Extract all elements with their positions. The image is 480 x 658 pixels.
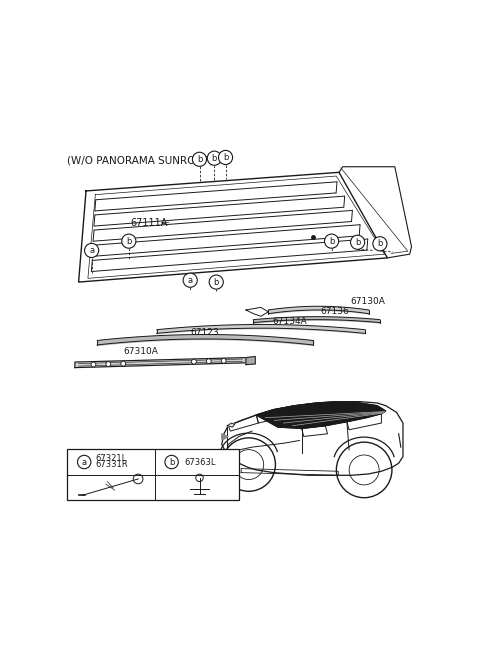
Text: b: b — [355, 238, 360, 247]
Text: a: a — [82, 457, 87, 467]
Text: 67136: 67136 — [321, 307, 349, 316]
Circle shape — [206, 359, 211, 364]
Text: b: b — [197, 155, 202, 164]
Circle shape — [192, 152, 206, 166]
Circle shape — [84, 243, 99, 257]
Text: b: b — [126, 237, 132, 245]
Circle shape — [350, 235, 365, 249]
Polygon shape — [75, 357, 246, 368]
Circle shape — [209, 275, 223, 289]
Polygon shape — [246, 357, 255, 365]
Circle shape — [165, 455, 178, 468]
Circle shape — [122, 234, 136, 248]
Text: b: b — [329, 237, 334, 245]
Text: 67331R: 67331R — [96, 460, 128, 468]
Text: 67123: 67123 — [190, 328, 219, 337]
Polygon shape — [222, 434, 228, 439]
FancyBboxPatch shape — [67, 449, 239, 499]
Circle shape — [77, 455, 91, 468]
Polygon shape — [256, 401, 386, 428]
Circle shape — [91, 362, 96, 367]
Text: b: b — [377, 240, 383, 248]
Text: 67310A: 67310A — [123, 347, 158, 356]
Text: b: b — [169, 457, 174, 467]
Text: b: b — [212, 154, 217, 163]
Circle shape — [218, 151, 233, 164]
Text: 67321L: 67321L — [96, 454, 127, 463]
Circle shape — [373, 237, 387, 251]
Text: 67363L: 67363L — [185, 457, 216, 467]
Circle shape — [324, 234, 338, 248]
Circle shape — [192, 359, 196, 364]
Circle shape — [121, 361, 126, 366]
Circle shape — [207, 151, 221, 165]
Text: a: a — [188, 276, 193, 285]
Circle shape — [183, 273, 197, 288]
Text: (W/O PANORAMA SUNROOF): (W/O PANORAMA SUNROOF) — [67, 155, 214, 166]
Polygon shape — [227, 423, 235, 427]
Text: b: b — [223, 153, 228, 162]
Text: a: a — [89, 246, 94, 255]
Text: b: b — [214, 278, 219, 287]
Text: 67134A: 67134A — [272, 317, 307, 326]
Polygon shape — [79, 172, 387, 282]
Text: 67111A: 67111A — [131, 218, 168, 228]
Circle shape — [221, 359, 226, 363]
Text: 67130A: 67130A — [350, 297, 385, 305]
Circle shape — [106, 362, 111, 367]
